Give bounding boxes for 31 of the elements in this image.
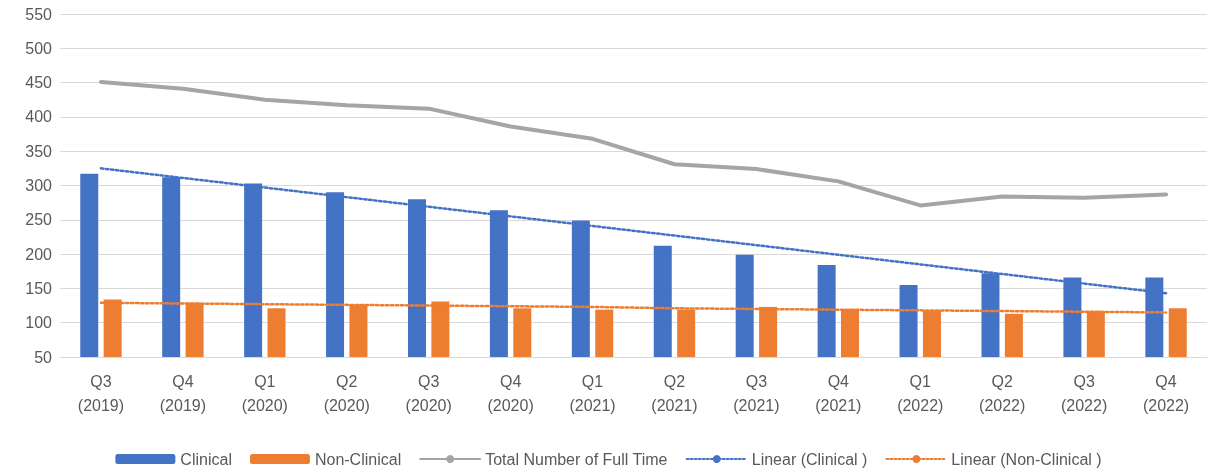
x-tick-label: Q4 (2019): [159, 372, 207, 414]
x-tick-label: Q3 (2022): [1060, 372, 1108, 414]
line-series: [98, 79, 1169, 208]
x-tick-label: Q4 (2021): [815, 372, 862, 414]
y-tick-label: 350: [25, 142, 53, 160]
y-tick-label: 400: [25, 108, 53, 126]
x-tick-label: Q1 (2021): [569, 372, 616, 414]
legend-label: Linear (Clinical ): [751, 450, 868, 468]
y-tick-label: 150: [25, 279, 53, 297]
x-tick-label: Q3 (2020): [405, 372, 452, 414]
legend-label: Linear (Non-Clinical ): [951, 450, 1102, 468]
y-tick-label: 500: [25, 39, 53, 57]
x-tick-label: Q2 (2020): [323, 372, 370, 414]
x-tick-label: Q2 (2021): [651, 372, 698, 414]
x-tick-label: Q4 (2022): [1142, 372, 1190, 414]
x-tick-label: Q3 (2021): [733, 372, 780, 414]
y-tick-label: 550: [25, 5, 53, 23]
legend-label: Total Number of Full Time: [485, 450, 668, 468]
x-tick-label: Q1 (2020): [241, 372, 288, 414]
legend-label: Non-Clinical: [314, 450, 402, 468]
y-tick-label: 200: [25, 245, 53, 263]
x-tick-label: Q2 (2022): [979, 372, 1026, 414]
y-tick-label: 450: [25, 74, 53, 92]
y-tick-label: 50: [34, 348, 53, 366]
x-tick-label: Q1 (2022): [897, 372, 944, 414]
x-tick-label: Q4 (2020): [487, 372, 534, 414]
y-tick-label: 300: [25, 177, 53, 194]
x-tick-label: Q3 (2019): [77, 372, 125, 414]
legend-label: Clinical: [180, 450, 232, 468]
y-tick-label: 250: [25, 211, 53, 229]
y-tick-label: 100: [25, 314, 53, 332]
